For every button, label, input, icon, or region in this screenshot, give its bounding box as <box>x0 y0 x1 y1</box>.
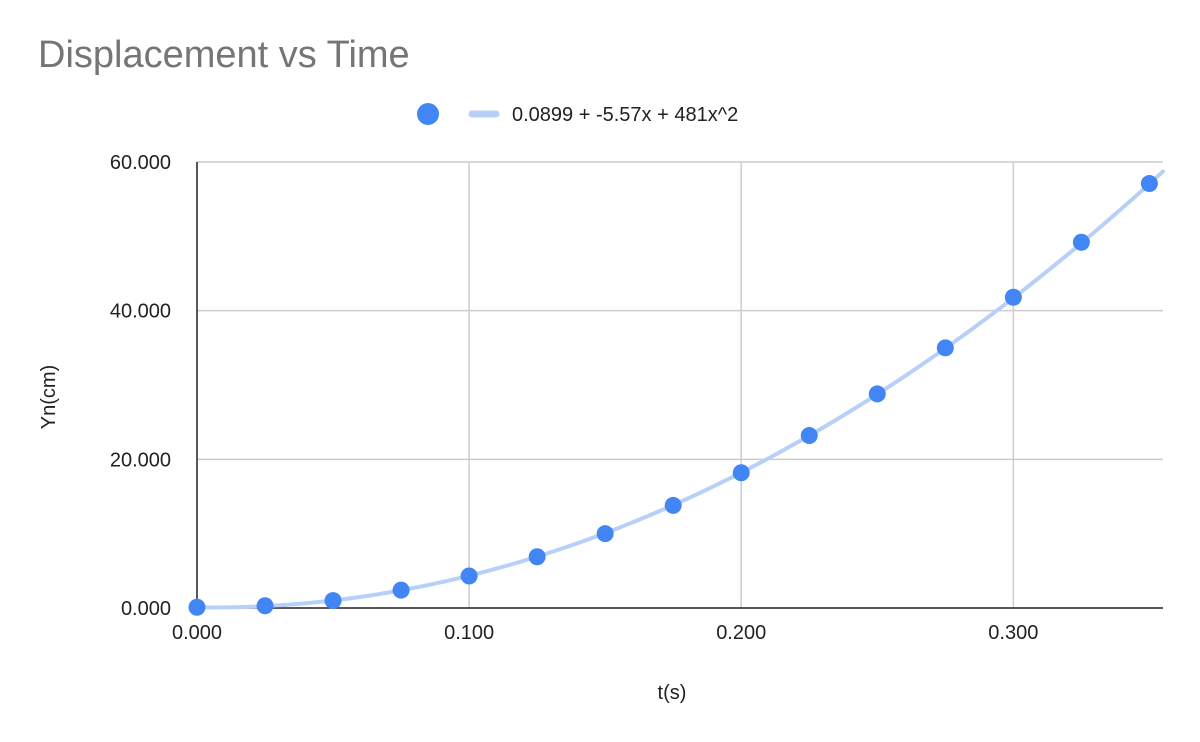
data-point <box>392 581 410 599</box>
data-point <box>324 592 342 610</box>
axis-layer <box>196 162 1163 609</box>
data-point <box>596 525 614 543</box>
y-tick-label: 60.000 <box>110 152 171 174</box>
x-tick-label: 0.200 <box>716 622 766 644</box>
trendline <box>195 169 1165 610</box>
data-point <box>868 385 886 403</box>
data-point <box>528 548 546 566</box>
data-point <box>1140 175 1158 193</box>
data-point <box>1004 288 1022 306</box>
data-point <box>664 496 682 514</box>
legend: 0.0899 + -5.57x + 481x^2 <box>417 103 738 126</box>
trendline-layer <box>195 169 1165 610</box>
x-tick-label: 0.000 <box>172 622 222 644</box>
y-tick-label: 20.000 <box>110 449 171 471</box>
data-points-layer <box>188 175 1158 616</box>
data-point <box>188 598 206 616</box>
data-point <box>256 597 274 615</box>
y-tick-label: 40.000 <box>110 301 171 323</box>
data-point <box>936 339 954 357</box>
y-tick-label: 0.000 <box>121 598 171 620</box>
legend-point-marker <box>417 103 439 125</box>
data-point <box>732 464 750 482</box>
x-axis-title: t(s) <box>658 682 687 704</box>
grid-layer <box>197 161 1163 608</box>
data-point <box>460 567 478 585</box>
x-tick-label: 0.100 <box>444 622 494 644</box>
tick-labels-layer: 0.000 20.000 40.000 60.000 0.000 0.100 0.200 0.… <box>110 152 1039 644</box>
y-axis-title: Yn(cm) <box>38 365 60 429</box>
x-tick-label: 0.300 <box>988 622 1038 644</box>
data-point <box>800 427 818 445</box>
legend-trendline-label: 0.0899 + -5.57x + 481x^2 <box>512 104 738 126</box>
chart-title: Displacement vs Time <box>38 34 410 76</box>
data-point <box>1072 233 1090 251</box>
